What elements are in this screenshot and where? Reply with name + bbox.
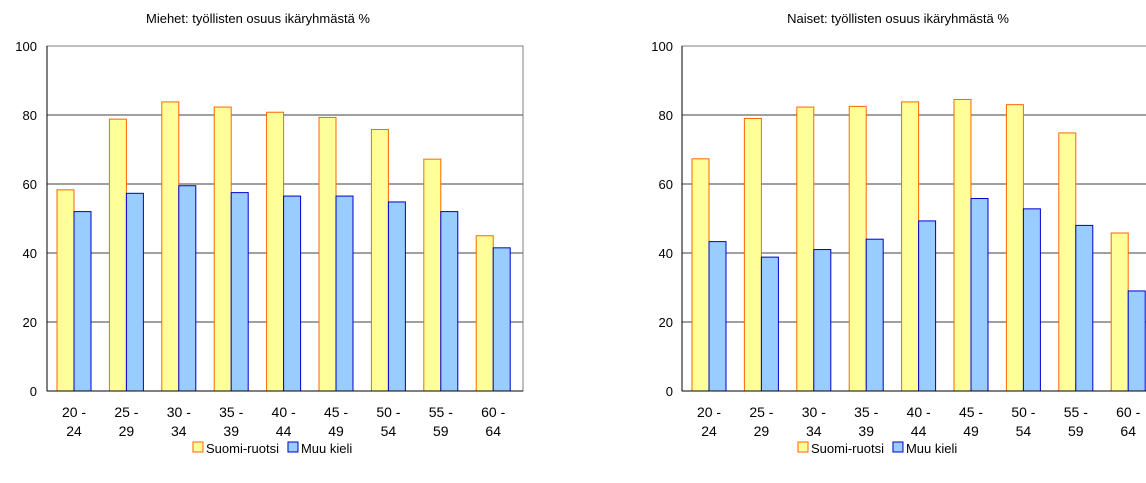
x-tick-label: 54 [1016,423,1032,439]
bar-muu-kieli [970,197,989,392]
x-tick-label: 45 - [959,404,983,420]
bar-suomi-ruotsi [796,106,815,392]
bar-muu-kieli [230,192,249,392]
legend-swatch [892,441,904,453]
bar-muu-kieli [918,220,937,392]
bar-muu-kieli [73,211,92,392]
x-tick-label: 44 [276,423,292,439]
chart-title: Miehet: työllisten osuus ikäryhmästä % [146,11,370,26]
x-tick-label: 60 - [1116,404,1140,420]
bar-muu-kieli [865,238,884,392]
y-tick-label: 60 [23,177,37,192]
y-tick-label: 80 [659,108,673,123]
legend-swatch [192,441,204,453]
bar-muu-kieli [1127,290,1146,392]
y-tick-label: 40 [23,246,37,261]
bar-muu-kieli [125,192,144,392]
x-tick-label: 20 - [62,404,86,420]
x-tick-label: 40 - [907,404,931,420]
bar-suomi-ruotsi [161,101,180,392]
bar-muu-kieli [1022,208,1041,392]
x-tick-label: 49 [963,423,979,439]
x-tick-label: 24 [66,423,82,439]
bar-suomi-ruotsi [370,128,389,392]
y-tick-label: 80 [23,108,37,123]
x-tick-label: 29 [119,423,135,439]
bar-muu-kieli [492,247,511,392]
bar-suomi-ruotsi [318,116,337,392]
bar-muu-kieli [440,211,459,392]
bar-muu-kieli [178,185,197,392]
y-tick-label: 0 [666,384,673,399]
x-tick-label: 64 [485,423,501,439]
x-tick-label: 29 [754,423,770,439]
y-tick-label: 100 [15,39,37,54]
bar-suomi-ruotsi [423,158,442,392]
x-tick-label: 55 - [429,404,453,420]
bar-suomi-ruotsi [1110,232,1129,392]
x-tick-label: 54 [381,423,397,439]
bar-suomi-ruotsi [901,101,920,392]
y-tick-label: 60 [659,177,673,192]
bar-suomi-ruotsi [108,118,127,392]
bar-suomi-ruotsi [691,158,710,392]
x-tick-label: 59 [433,423,449,439]
x-tick-label: 35 - [854,404,878,420]
x-tick-label: 64 [1120,423,1136,439]
y-tick-label: 100 [651,39,673,54]
x-tick-label: 24 [701,423,717,439]
x-tick-label: 30 - [167,404,191,420]
legend-label: Suomi-ruotsi [206,441,279,456]
legend-label: Muu kieli [301,441,352,456]
x-tick-label: 25 - [114,404,138,420]
legend-swatch [797,441,809,453]
x-tick-label: 30 - [802,404,826,420]
y-tick-label: 40 [659,246,673,261]
x-tick-label: 35 - [219,404,243,420]
x-tick-label: 50 - [376,404,400,420]
bar-muu-kieli [1075,224,1094,392]
bar-suomi-ruotsi [475,235,494,392]
x-tick-label: 34 [171,423,187,439]
bar-muu-kieli [760,256,779,392]
legend-swatch [287,441,299,453]
x-tick-label: 50 - [1011,404,1035,420]
chart-men: Miehet: työllisten osuus ikäryhmästä % 0 2… [15,11,524,456]
legend-label: Muu kieli [906,441,957,456]
bar-suomi-ruotsi [213,106,232,392]
bar-muu-kieli [387,201,406,392]
x-tick-label: 20 - [697,404,721,420]
x-tick-label: 55 - [1064,404,1088,420]
bar-suomi-ruotsi [266,111,285,392]
bar-suomi-ruotsi [743,117,762,392]
bar-muu-kieli [708,241,727,392]
y-tick-label: 0 [30,384,37,399]
x-tick-label: 39 [858,423,874,439]
bar-suomi-ruotsi [1005,104,1024,392]
x-tick-label: 60 - [481,404,505,420]
bar-suomi-ruotsi [953,98,972,392]
x-tick-label: 25 - [749,404,773,420]
chart-women: Naiset: työllisten osuus ikäryhmästä % 0 2… [651,11,1146,456]
x-tick-label: 45 - [324,404,348,420]
x-tick-label: 49 [328,423,344,439]
bar-suomi-ruotsi [848,105,867,392]
y-tick-label: 20 [659,315,673,330]
x-tick-label: 40 - [272,404,296,420]
bar-muu-kieli [335,195,354,392]
bar-muu-kieli [283,195,302,392]
chart-title: Naiset: työllisten osuus ikäryhmästä % [787,11,1009,26]
bar-suomi-ruotsi [56,189,75,392]
x-tick-label: 59 [1068,423,1084,439]
legend-label: Suomi-ruotsi [811,441,884,456]
x-tick-label: 34 [806,423,822,439]
x-tick-label: 44 [911,423,927,439]
y-tick-label: 20 [23,315,37,330]
bar-muu-kieli [813,249,832,392]
x-tick-label: 39 [223,423,239,439]
bar-suomi-ruotsi [1058,132,1077,392]
